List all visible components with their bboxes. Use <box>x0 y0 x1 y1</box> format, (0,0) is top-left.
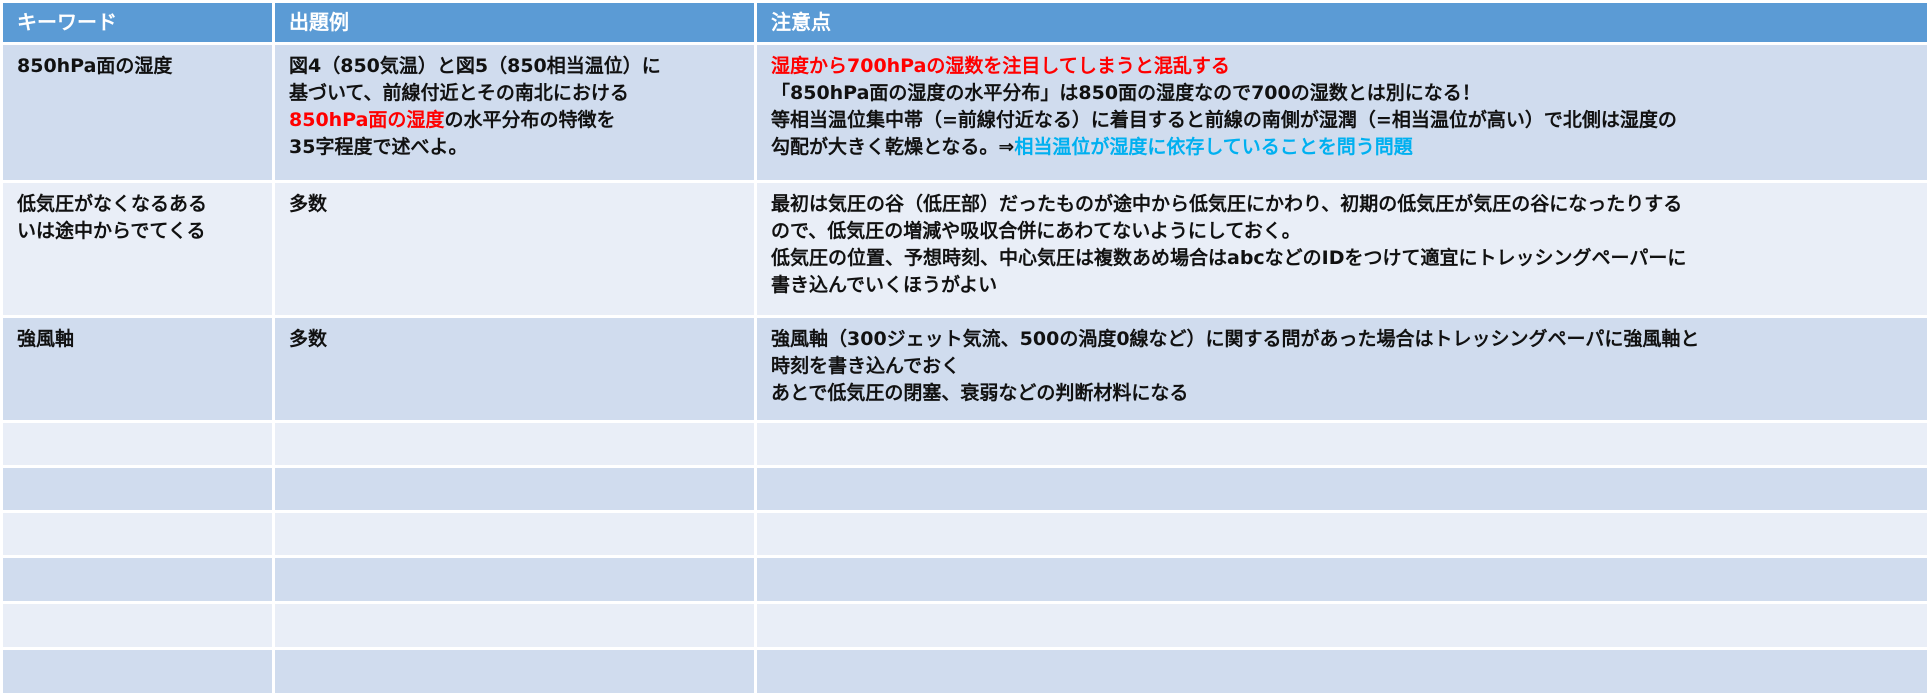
cell-keyword <box>0 420 275 468</box>
cell-example: 多数 <box>272 180 757 318</box>
cell-line: 低気圧の位置、予想時刻、中心気圧は複数あめ場合はabcなどのIDをつけて適宜にト… <box>771 245 1913 272</box>
cell-keyword: 低気圧がなくなるある いは途中からでてくる <box>0 180 275 318</box>
table-row: 低気圧がなくなるある いは途中からでてくる 多数 最初は気圧の谷（低圧部）だったものが… <box>0 180 1930 318</box>
text-segment: 35字程度で述べよ。 <box>289 136 468 158</box>
cell-keyword <box>0 510 275 558</box>
text-segment: 低気圧の位置、予想時刻、中心気圧は複数あめ場合はabcなどのIDをつけて適宜にト… <box>771 247 1687 269</box>
text-segment: 基づいて、前線付近とその南北における <box>289 82 629 104</box>
table-row <box>0 647 1930 696</box>
highlight-red-text: 湿度から700hPaの湿数を注目してしまうと混乱する <box>771 55 1230 77</box>
text-segment: 低気圧がなくなるある <box>17 193 208 215</box>
cell-notes <box>754 465 1930 513</box>
text-segment: 書き込んでいくほうがよい <box>771 274 998 296</box>
cell-notes <box>754 555 1930 604</box>
text-segment: 850hPa面の湿度 <box>17 55 173 77</box>
text-segment: あとで低気圧の閉塞、衰弱などの判断材料になる <box>771 382 1189 404</box>
cell-notes <box>754 601 1930 650</box>
text-segment: ので、低気圧の増減や吸収合併にあわてないようにしておく。 <box>771 220 1301 242</box>
cell-line: 時刻を書き込んでおく <box>771 353 1913 380</box>
cell-line: いは途中からでてくる <box>17 218 258 245</box>
cell-example <box>272 420 757 468</box>
text-segment: 強風軸 <box>17 328 75 350</box>
cell-line: 強風軸 <box>17 326 258 353</box>
cell-keyword <box>0 601 275 650</box>
cell-line: ので、低気圧の増減や吸収合併にあわてないようにしておく。 <box>771 218 1913 245</box>
cell-line: 基づいて、前線付近とその南北における <box>289 80 740 107</box>
cell-line: 35字程度で述べよ。 <box>289 134 740 161</box>
text-segment: いは途中からでてくる <box>17 220 206 242</box>
cell-notes <box>754 420 1930 468</box>
cell-line: 図4（850気温）と図5（850相当温位）に <box>289 53 740 80</box>
table-row <box>0 465 1930 513</box>
text-segment: 多数 <box>289 193 328 215</box>
cell-example <box>272 465 757 513</box>
header-keyword: キーワード <box>0 0 275 45</box>
cell-line: 等相当温位集中帯（=前線付近なる）に着目すると前線の南側が湿潤（=相当温位が高い… <box>771 107 1913 134</box>
text-segment: 時刻を書き込んでおく <box>771 355 961 377</box>
cell-example: 多数 <box>272 315 757 423</box>
header-row: キーワード 出題例 注意点 <box>0 0 1930 45</box>
cell-line: 「850hPa面の湿度の水平分布」は850面の湿度なので700の湿数とは別になる… <box>771 80 1913 107</box>
highlight-blue-text: 相当温位が湿度に依存していることを問う問題 <box>1014 136 1413 158</box>
cell-example: 図4（850気温）と図5（850相当温位）に 基づいて、前線付近とその南北における… <box>272 42 757 183</box>
table-row: 850hPa面の湿度 図4（850気温）と図5（850相当温位）に 基づいて、前線付… <box>0 42 1930 183</box>
text-segment: 「850hPa面の湿度の水平分布」は850面の湿度なので700の湿数とは別になる… <box>771 82 1481 104</box>
table-row <box>0 510 1930 558</box>
text-segment: 強風軸（300ジェット気流、500の渦度0線など）に関する問があった場合はトレッ… <box>771 328 1700 350</box>
cell-notes: 湿度から700hPaの湿数を注目してしまうと混乱する「850hPa面の湿度の水平… <box>754 42 1930 183</box>
header-notes: 注意点 <box>754 0 1930 45</box>
cell-line: 湿度から700hPaの湿数を注目してしまうと混乱する <box>771 53 1913 80</box>
cell-line: 最初は気圧の谷（低圧部）だったものが途中から低気圧にかわり、初期の低気圧が気圧の… <box>771 191 1913 218</box>
cell-notes <box>754 510 1930 558</box>
cell-notes <box>754 647 1930 696</box>
cell-keyword <box>0 465 275 513</box>
text-segment: 等相当温位集中帯（=前線付近なる）に着目すると前線の南側が湿潤（=相当温位が高い… <box>771 109 1677 131</box>
cell-notes: 最初は気圧の谷（低圧部）だったものが途中から低気圧にかわり、初期の低気圧が気圧の… <box>754 180 1930 318</box>
text-segment: 図4（850気温）と図5（850相当温位）に <box>289 55 661 77</box>
table-row: 強風軸 多数 強風軸（300ジェット気流、500の渦度0線など）に関する問があった場… <box>0 315 1930 423</box>
cell-line: 850hPa面の湿度 <box>17 53 258 80</box>
highlight-red-text: 850hPa面の湿度 <box>289 109 445 131</box>
cell-line: 勾配が大きく乾燥となる。⇒相当温位が湿度に依存していることを問う問題 <box>771 134 1913 161</box>
table-row <box>0 420 1930 468</box>
cell-line: 低気圧がなくなるある <box>17 191 258 218</box>
cell-notes: 強風軸（300ジェット気流、500の渦度0線など）に関する問があった場合はトレッ… <box>754 315 1930 423</box>
cell-keyword: 強風軸 <box>0 315 275 423</box>
cell-line: あとで低気圧の閉塞、衰弱などの判断材料になる <box>771 380 1913 407</box>
text-segment: 最初は気圧の谷（低圧部）だったものが途中から低気圧にかわり、初期の低気圧が気圧の… <box>771 193 1683 215</box>
text-segment: の水平分布の特徴を <box>444 109 616 131</box>
text-segment: 勾配が大きく乾燥となる。⇒ <box>771 136 1015 158</box>
cell-example <box>272 601 757 650</box>
cell-example <box>272 510 757 558</box>
cell-example <box>272 555 757 604</box>
cell-example <box>272 647 757 696</box>
text-segment: 多数 <box>289 328 328 350</box>
table-row <box>0 601 1930 650</box>
header-example: 出題例 <box>272 0 757 45</box>
cell-keyword: 850hPa面の湿度 <box>0 42 275 183</box>
cell-line: 850hPa面の湿度の水平分布の特徴を <box>289 107 740 134</box>
cell-keyword <box>0 555 275 604</box>
table-row <box>0 555 1930 604</box>
cell-keyword <box>0 647 275 696</box>
cell-line: 多数 <box>289 326 740 353</box>
cell-line: 書き込んでいくほうがよい <box>771 272 1913 299</box>
cell-line: 多数 <box>289 191 740 218</box>
cell-line: 強風軸（300ジェット気流、500の渦度0線など）に関する問があった場合はトレッ… <box>771 326 1913 353</box>
